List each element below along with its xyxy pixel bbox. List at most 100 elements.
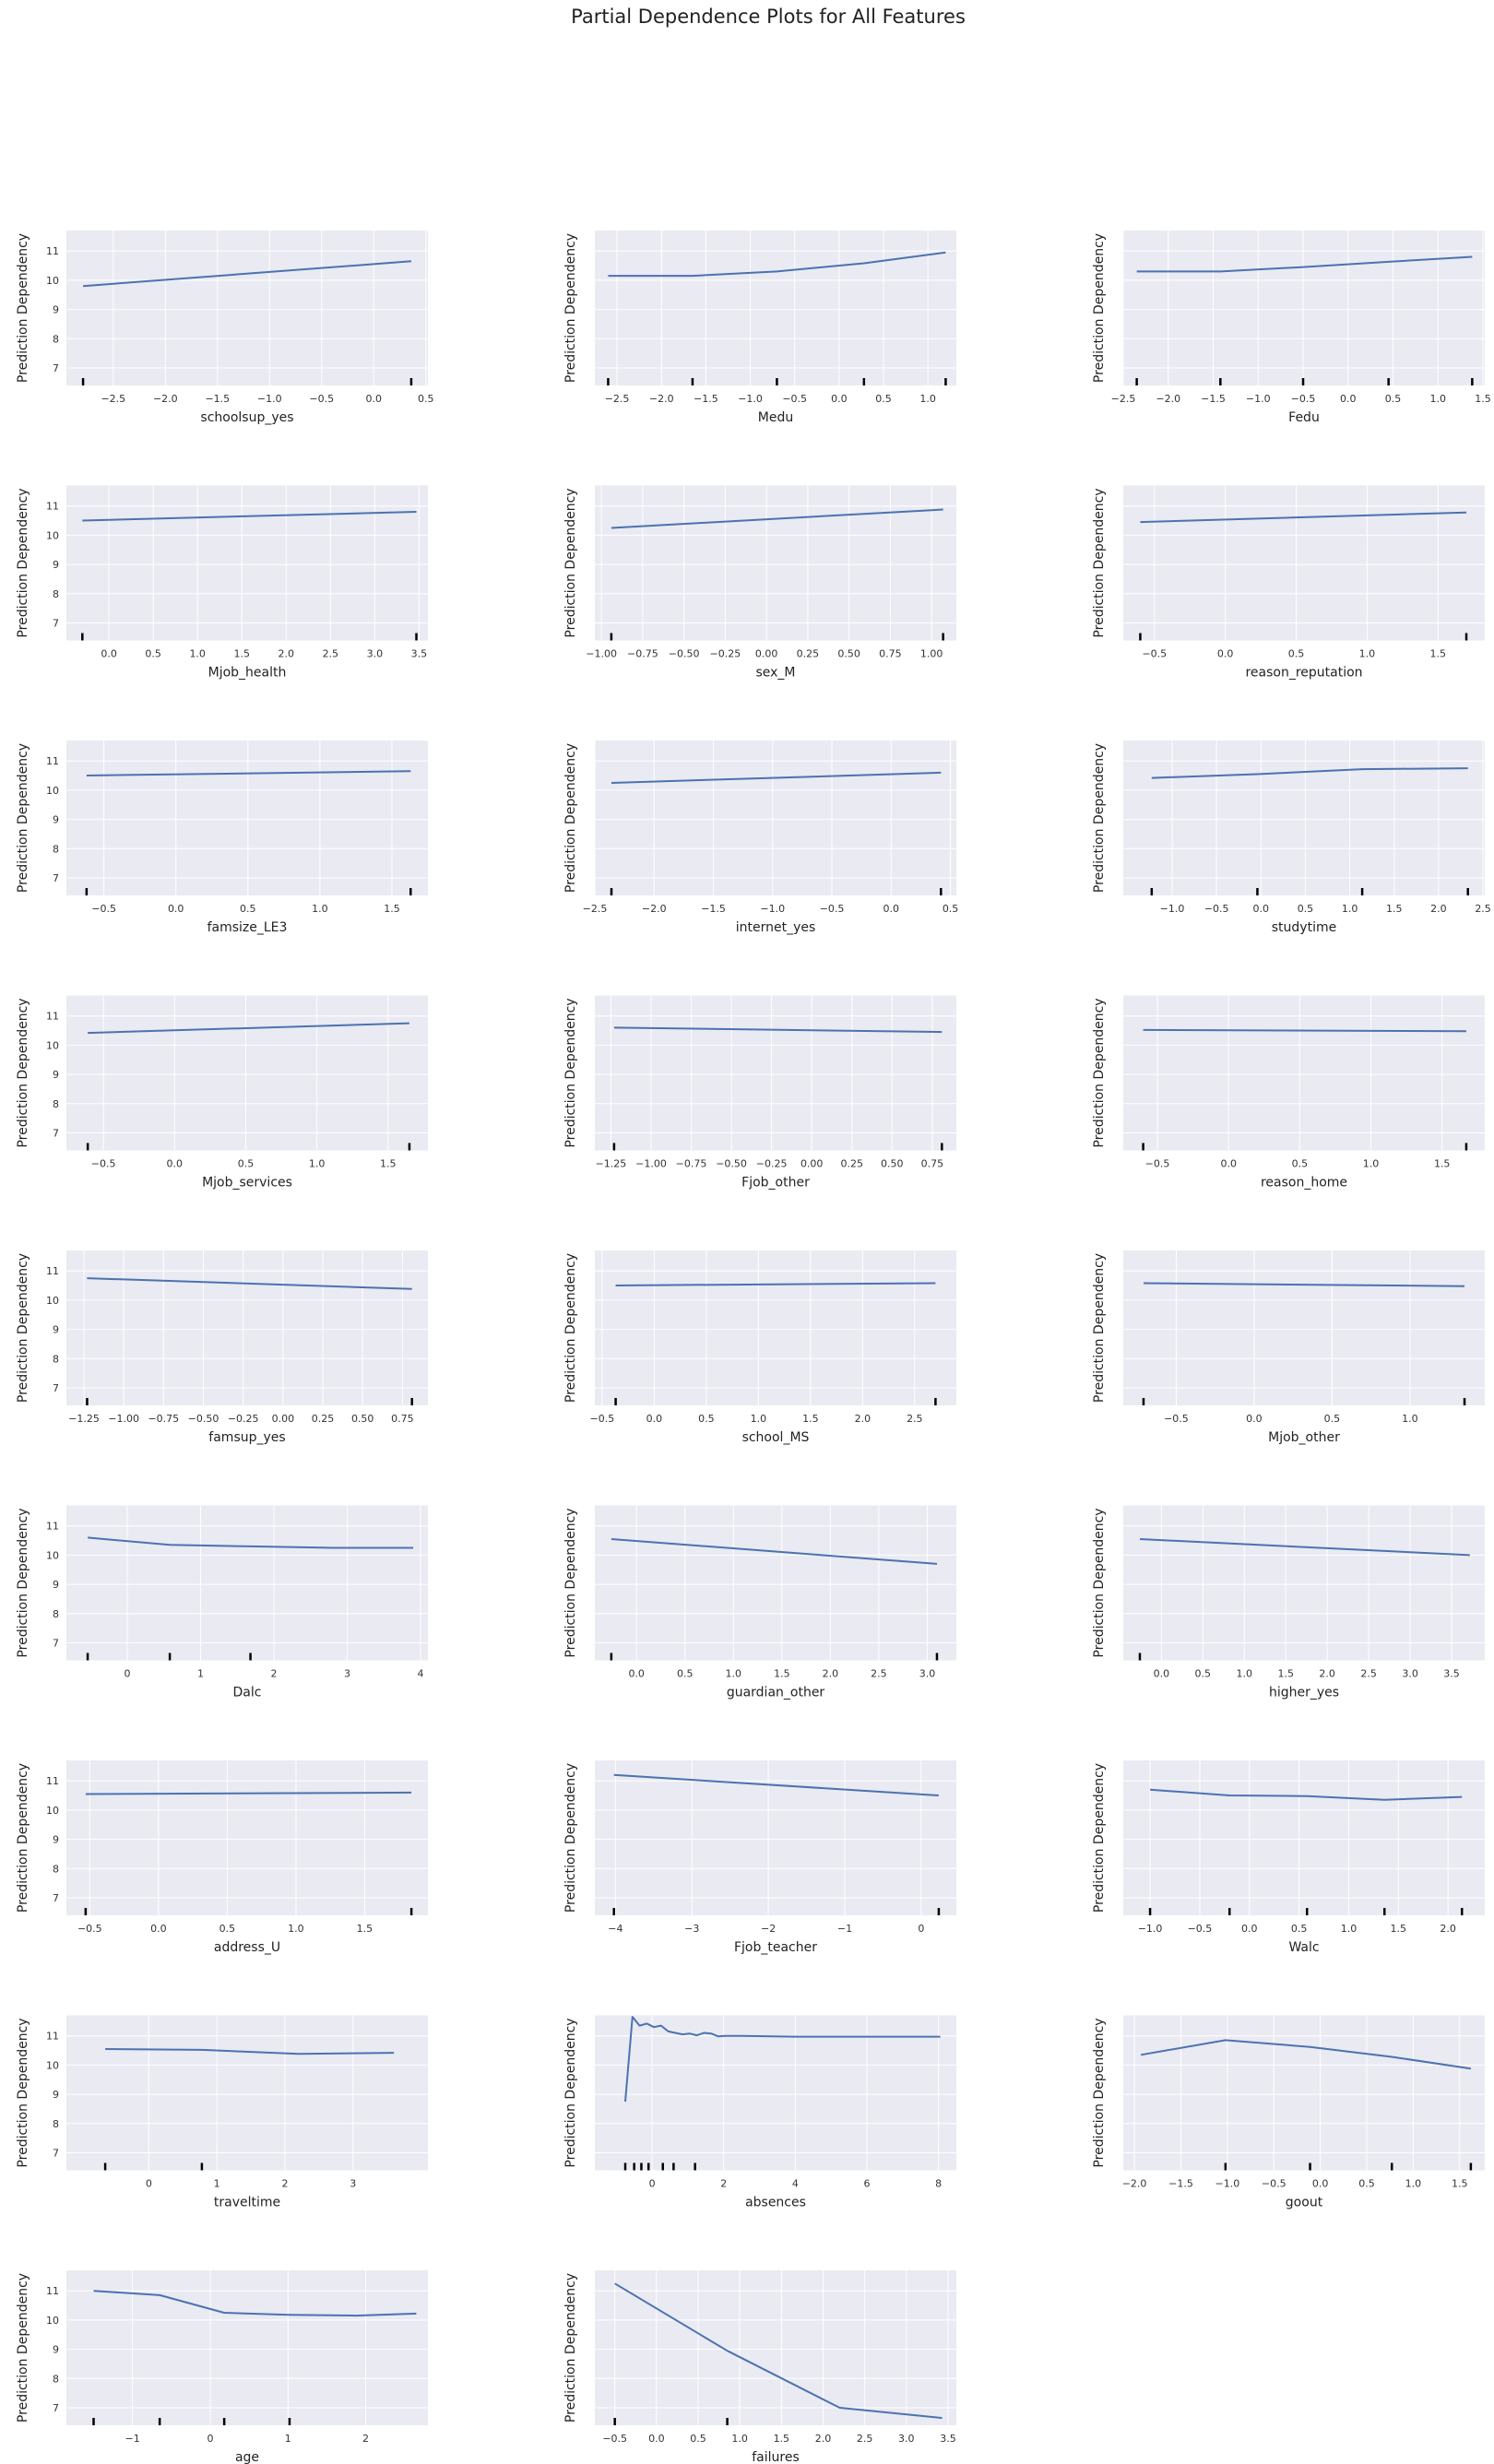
x-axis-label: schoolsup_yes [200,410,293,425]
partial-dependence-line [105,2048,395,2055]
x-tick-label: 1.0 [731,2433,748,2445]
x-tick-label: 1.0 [1359,648,1376,660]
y-tick-label: 7 [53,362,59,374]
y-tick-label: 10 [46,529,59,541]
plot-area [595,1760,956,1915]
x-tick-label: 0.0 [1217,648,1234,660]
x-tick-label: −0.50 [669,648,700,660]
y-tick-label: 9 [53,2344,59,2356]
y-axis-label: Prediction Dependency [563,488,578,637]
x-tick-label: 0.5 [145,648,161,660]
subplot-Mjob_services: −0.5 0.0 0.5 1.0 1.5 7 8 9 10 11 Mjob_services Pred… [16,995,428,1191]
x-tick-label: 1.5 [774,1668,790,1680]
x-tick-label: 1.0 [751,1413,767,1425]
partial-dependence-line [614,2282,943,2420]
y-axis-label: Prediction Dependency [16,488,30,637]
subplot-schoolsup_yes: −2.5 −2.0 −1.5 −1.0 −0.5 0.0 0.5 7 8 9 10 11 schools… [16,231,433,425]
x-tick-label: −1 [837,1923,852,1935]
subplot-famsize_LE3: −0.5 0.0 0.5 1.0 1.5 7 8 9 10 11 famsize_LE3 Predic… [16,740,428,935]
x-axis-label: Walc [1288,1940,1319,1955]
y-axis-label: Prediction Dependency [1092,743,1107,893]
x-tick-label: 0.5 [1195,1668,1212,1680]
x-tick-label: 0 [918,1923,924,1935]
partial-dependence-line [82,511,417,522]
y-tick-label: 8 [53,2118,59,2130]
x-tick-label: −4 [608,1923,622,1935]
y-tick-label: 11 [46,755,59,767]
plot-area [66,2270,428,2425]
x-tick-label: 1.0 [726,1668,742,1680]
x-tick-label: −1.5 [205,393,230,405]
subplot-failures: −0.5 0.0 0.5 1.0 1.5 2.0 2.5 3.0 3.5 failures Pred… [563,2270,956,2464]
y-tick-label: 11 [46,245,59,257]
x-tick-label: 1.5 [1452,2178,1468,2190]
x-tick-label: −1.0 [1138,1923,1163,1935]
y-tick-label: 7 [53,617,59,629]
y-axis-label: Prediction Dependency [1092,2018,1107,2167]
y-tick-label: 8 [53,1098,59,1110]
partial-dependence-line [83,260,411,288]
x-tick-label: 1.0 [1342,903,1358,915]
x-tick-label: 3 [350,2178,356,2190]
x-tick-label: 0.50 [837,648,860,660]
partial-dependence-line [613,1026,943,1034]
partial-dependence-line [1143,1028,1466,1033]
x-axis-label: studytime [1272,920,1336,935]
x-tick-label: 0.0 [883,903,900,915]
plot-area [1123,1250,1485,1405]
plot-area [66,1250,428,1405]
x-tick-label: 2.0 [1430,903,1447,915]
subplot-Fjob_other: −1.25 −1.00 −0.75 −0.50 −0.25 0.00 0.25 0.50 0.7… [563,995,956,1191]
x-tick-label: 0.5 [943,903,959,915]
subplot-school_MS: −0.5 0.0 0.5 1.0 1.5 2.0 2.5 school_MS Predictio… [563,1250,956,1445]
x-tick-label: 2.0 [855,1413,872,1425]
x-tick-label: −1.5 [701,903,726,915]
x-tick-label: −0.50 [716,1158,747,1170]
x-tick-label: 2.5 [871,1668,887,1680]
x-tick-label: 0.0 [167,1158,184,1170]
x-tick-label: 1.5 [380,1158,397,1170]
x-tick-label: −1.0 [1160,903,1185,915]
partial-dependence-line [88,1536,414,1549]
x-tick-label: −1.0 [760,903,785,915]
x-tick-label: 0 [207,2433,213,2445]
x-tick-label: −1.0 [1215,2178,1240,2190]
x-tick-label: −0.25 [756,1158,788,1170]
x-tick-label: −1.0 [738,393,763,405]
x-tick-label: 0.5 [1292,1158,1309,1170]
y-axis-label: Prediction Dependency [16,233,30,383]
x-tick-label: 1.00 [920,648,943,660]
subplot-Fedu: −2.5 −2.0 −1.5 −1.0 −0.5 0.0 0.5 1.0 1.5 Fedu Pred… [1092,231,1491,425]
x-tick-label: 0 [124,1668,130,1680]
y-tick-label: 8 [53,843,59,855]
partial-dependence-line [1143,1282,1465,1287]
partial-dependence-line [1140,2039,1472,2070]
x-tick-label: −1.5 [1168,2178,1193,2190]
x-tick-label: 0.5 [1324,1413,1341,1425]
y-tick-label: 10 [46,2315,59,2327]
x-tick-label: 1 [214,2178,220,2190]
x-tick-label: 0.5 [1298,903,1314,915]
subplot-higher_yes: 0.0 0.5 1.0 1.5 2.0 2.5 3.0 3.5 higher_yes Predic… [1092,1505,1485,1700]
partial-dependence-line [624,2016,941,2103]
x-tick-label: 1.5 [1430,648,1447,660]
x-axis-label: higher_yes [1269,1686,1339,1700]
x-tick-label: 0.0 [150,1923,167,1935]
x-tick-label: 0.5 [690,2433,706,2445]
y-tick-label: 7 [53,872,59,884]
x-tick-label: 0.0 [831,393,848,405]
y-tick-label: 7 [53,1382,59,1394]
plot-area [595,231,956,385]
partial-dependence-line [86,770,411,776]
x-tick-label: 0.50 [351,1413,374,1425]
y-tick-label: 8 [53,1353,59,1365]
y-tick-label: 9 [53,2089,59,2101]
x-tick-label: 0.0 [1246,1413,1263,1425]
subplot-absences: 0 2 4 6 8 absences Prediction Dependency [563,2015,956,2210]
x-tick-label: 1.0 [1341,1923,1358,1935]
plot-area [595,485,956,641]
x-tick-label: 0.75 [921,1158,944,1170]
y-tick-label: 8 [53,1863,59,1875]
plot-area [1123,231,1485,385]
